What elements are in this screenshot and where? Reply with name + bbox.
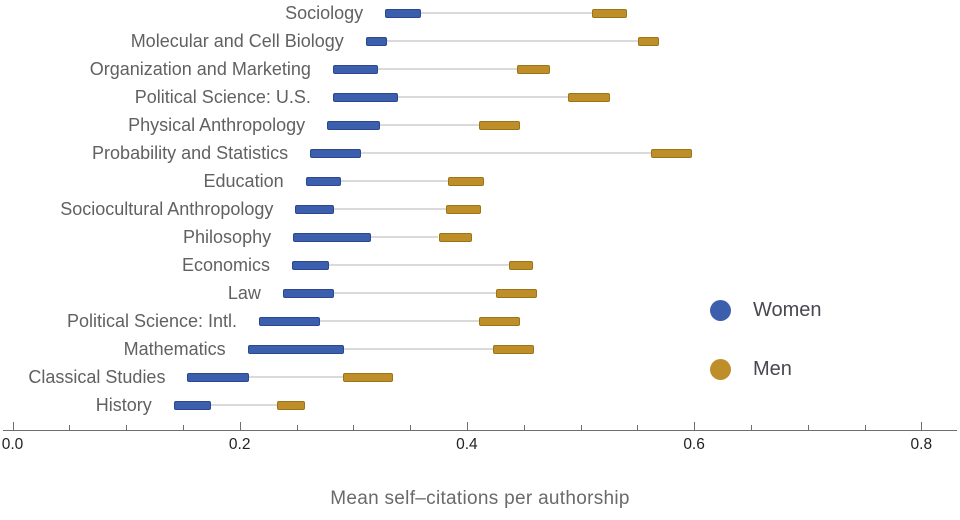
legend-women-dot <box>710 299 731 321</box>
category-label: Political Science: U.S. <box>134 87 311 107</box>
men-range-bar <box>493 344 534 354</box>
connector-line <box>341 348 494 350</box>
men-range-bar <box>343 372 393 382</box>
category-label: Law <box>227 283 261 303</box>
men-range-bar <box>568 92 610 102</box>
x-axis-line <box>3 430 957 431</box>
women-range-bar <box>365 36 388 46</box>
category-label: Organization and Marketing <box>89 59 311 79</box>
x-minor-tick <box>182 425 184 430</box>
x-minor-tick <box>750 425 752 430</box>
women-range-bar <box>327 120 381 130</box>
connector-line <box>396 96 568 98</box>
men-range-bar <box>479 316 520 326</box>
x-minor-tick <box>69 425 71 430</box>
men-range-bar <box>438 232 473 242</box>
x-minor-tick <box>637 425 639 430</box>
legend-men-label: Men <box>753 358 792 380</box>
connector-line <box>385 40 639 42</box>
men-range-bar <box>277 400 306 410</box>
x-minor-tick <box>580 425 582 430</box>
men-range-bar <box>650 148 692 158</box>
category-label: History <box>95 395 152 415</box>
legend-men-dot <box>710 358 731 380</box>
women-range-bar <box>187 372 249 382</box>
x-axis-title: Mean self–citations per authorship <box>330 488 630 509</box>
category-label: Molecular and Cell Biology <box>130 31 344 51</box>
women-range-bar <box>310 148 361 158</box>
connector-line <box>338 180 448 182</box>
men-range-bar <box>516 64 550 74</box>
x-minor-tick <box>807 425 809 430</box>
connector-line <box>378 124 480 126</box>
women-range-bar <box>332 92 399 102</box>
women-range-bar <box>295 204 334 214</box>
legend-women-label: Women <box>753 299 822 321</box>
men-range-bar <box>479 120 520 130</box>
women-range-bar <box>173 400 211 410</box>
category-label: Classical Studies <box>28 367 166 387</box>
connector-line <box>331 292 497 294</box>
x-major-tick <box>694 422 696 430</box>
x-major-tick <box>921 422 923 430</box>
x-major-tick <box>466 422 468 430</box>
x-minor-tick <box>523 425 525 430</box>
x-tick-label: 0.0 <box>1 436 24 453</box>
x-major-tick <box>12 422 14 430</box>
category-label: Sociology <box>285 3 364 23</box>
category-label: Education <box>203 171 284 191</box>
connector-line <box>369 236 439 238</box>
category-label: Sociocultural Anthropology <box>60 199 274 219</box>
category-label: Political Science: Intl. <box>66 311 238 331</box>
men-range-bar <box>496 288 538 298</box>
category-label: Probability and Statistics <box>92 143 289 163</box>
women-range-bar <box>247 344 344 354</box>
x-minor-tick <box>410 425 412 430</box>
category-label: Economics <box>181 255 270 275</box>
category-label: Philosophy <box>183 227 272 247</box>
x-minor-tick <box>296 425 298 430</box>
men-range-bar <box>591 8 627 18</box>
category-label: Physical Anthropology <box>128 115 306 135</box>
connector-line <box>246 376 344 378</box>
x-tick-label: 0.8 <box>910 436 933 453</box>
x-minor-tick <box>126 425 128 430</box>
women-range-bar <box>259 316 321 326</box>
x-tick-label: 0.2 <box>228 436 251 453</box>
connector-line <box>331 208 447 210</box>
women-range-bar <box>385 8 422 18</box>
connector-line <box>419 12 592 14</box>
connector-line <box>327 264 509 266</box>
women-range-bar <box>291 260 330 270</box>
connector-line <box>358 152 651 154</box>
men-range-bar <box>446 204 482 214</box>
x-tick-label: 0.6 <box>683 436 705 453</box>
women-range-bar <box>305 176 341 186</box>
x-minor-tick <box>353 425 355 430</box>
women-range-bar <box>332 64 378 74</box>
x-major-tick <box>239 422 241 430</box>
connector-line <box>209 404 278 406</box>
men-range-bar <box>638 36 659 46</box>
men-range-bar <box>508 260 533 270</box>
x-tick-label: 0.4 <box>456 436 478 453</box>
category-label: Mathematics <box>123 339 226 359</box>
women-range-bar <box>282 288 334 298</box>
connector-line <box>376 68 517 70</box>
x-minor-tick <box>864 425 866 430</box>
women-range-bar <box>293 232 372 242</box>
connector-line <box>318 320 480 322</box>
men-range-bar <box>447 176 484 186</box>
